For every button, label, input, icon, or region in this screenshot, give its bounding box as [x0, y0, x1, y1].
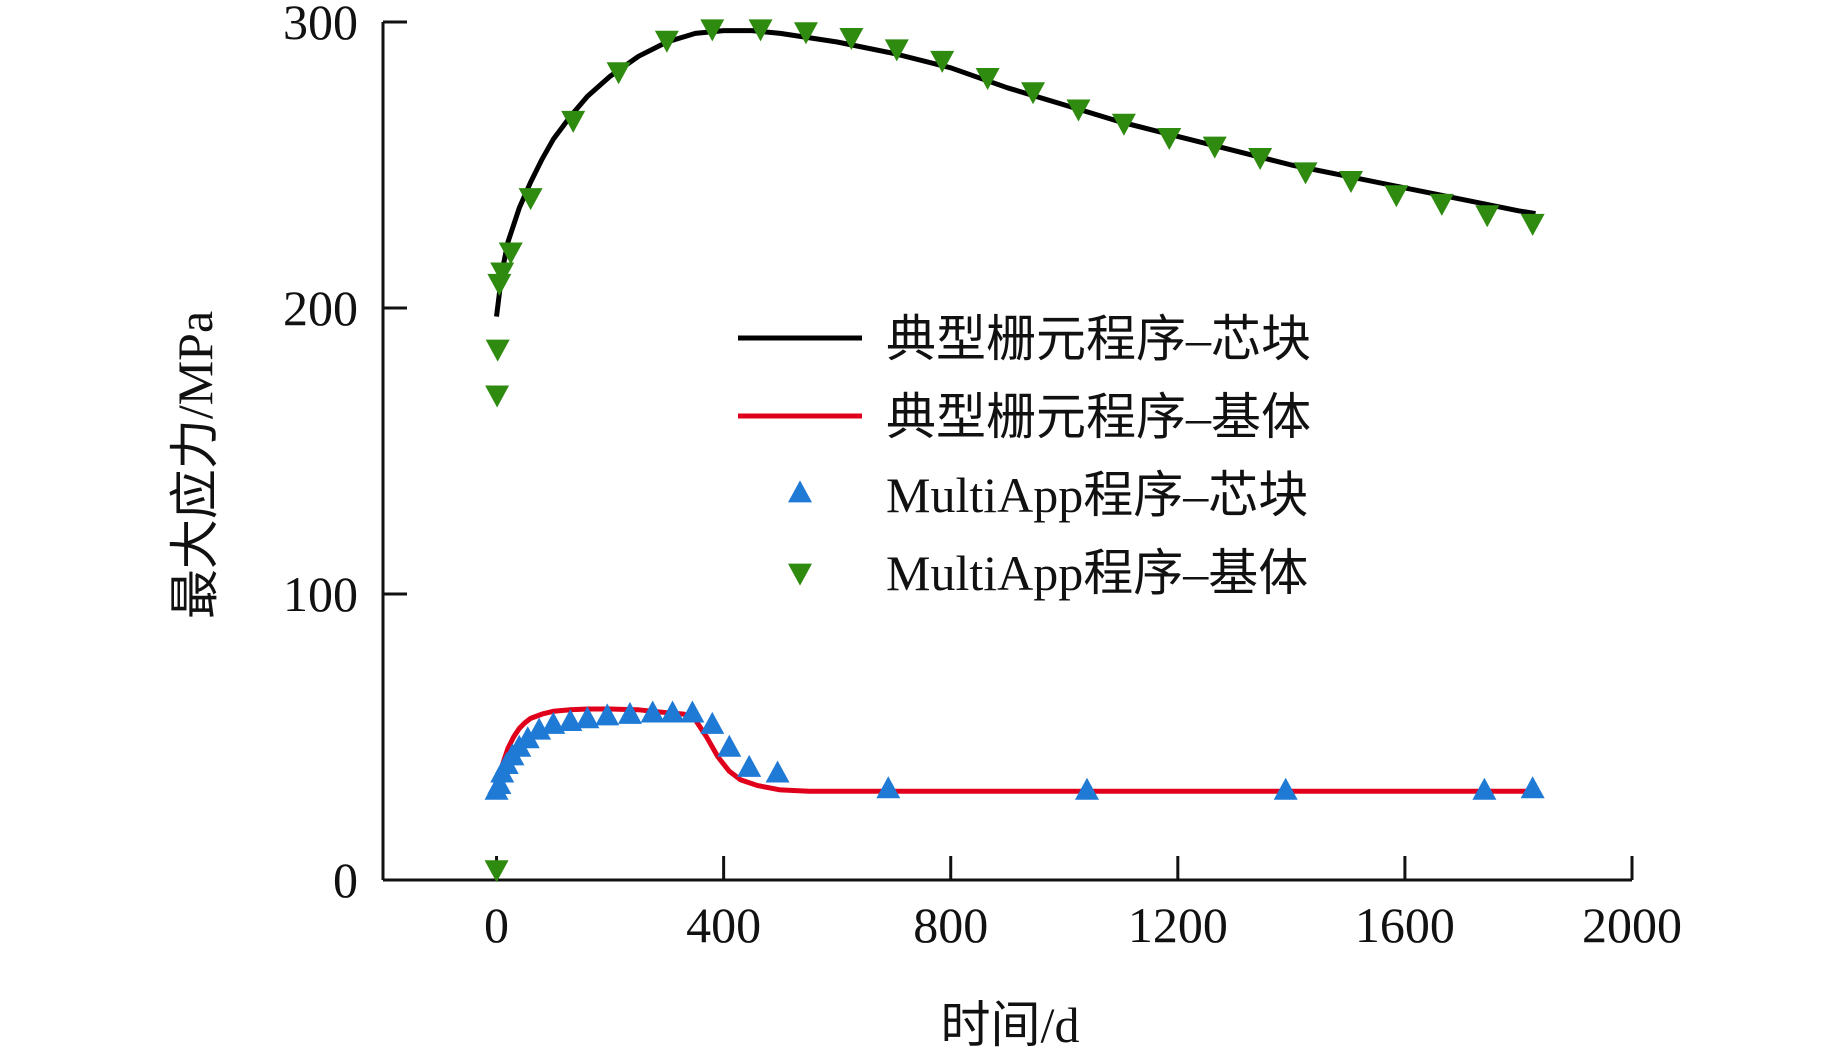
legend-marker — [788, 563, 812, 586]
x-tick-label: 400 — [686, 897, 761, 953]
data-point — [490, 262, 515, 285]
data-point — [541, 711, 566, 734]
data-point — [485, 385, 510, 408]
legend-label: 典型栅元程序–基体 — [886, 389, 1311, 445]
data-point — [1111, 113, 1136, 136]
data-point — [1429, 193, 1454, 216]
series-1 — [494, 28, 1536, 317]
data-point — [737, 754, 762, 777]
y-tick-label: 0 — [333, 852, 358, 908]
data-point — [680, 700, 705, 723]
axes: 0 400 800 1200 1600 2000 0 100 200 300 — [283, 0, 1682, 953]
data-point — [654, 30, 679, 53]
data-point — [518, 188, 543, 211]
data-point — [1338, 170, 1363, 193]
data-point — [561, 110, 586, 133]
data-point — [793, 22, 818, 45]
x-tick-label: 800 — [913, 897, 988, 953]
data-point — [748, 19, 773, 42]
data-point — [617, 701, 642, 724]
legend-item-2: 典型栅元程序–基体 — [738, 389, 1311, 445]
data-point — [485, 339, 510, 362]
data-point — [1520, 213, 1545, 236]
data-point — [839, 27, 864, 50]
data-point — [1021, 82, 1046, 105]
data-point — [1202, 136, 1227, 159]
legend-item-3: MultiApp程序–芯块 — [788, 467, 1308, 523]
data-point — [640, 700, 665, 723]
data-point — [515, 726, 540, 749]
data-point — [717, 734, 742, 757]
data-point — [595, 703, 620, 726]
data-point — [876, 776, 901, 799]
data-point — [1157, 128, 1182, 151]
y-axis-title: 最大应力/MPa — [167, 311, 223, 619]
legend-label: MultiApp程序–基体 — [886, 545, 1308, 601]
data-point — [606, 62, 631, 85]
legend-label: MultiApp程序–芯块 — [886, 467, 1308, 523]
data-point — [1074, 777, 1099, 800]
legend-marker — [788, 480, 812, 503]
data-point — [558, 709, 583, 732]
x-tick-label: 1200 — [1128, 897, 1228, 953]
x-axis-title: 时间/d — [941, 997, 1080, 1050]
data-point — [487, 771, 512, 794]
data-point — [884, 39, 909, 62]
x-tick-label: 0 — [484, 897, 509, 953]
data-point — [484, 860, 509, 883]
legend-item-1: 典型栅元程序–芯块 — [738, 311, 1311, 367]
data-point — [700, 19, 725, 42]
data-point — [1248, 148, 1273, 171]
data-point — [765, 760, 790, 783]
series-line — [494, 28, 1536, 317]
series-layer — [484, 19, 1545, 883]
data-point — [1472, 777, 1497, 800]
data-point — [1384, 185, 1409, 208]
y-tick-label: 200 — [283, 280, 358, 336]
data-point — [660, 700, 685, 723]
data-point — [498, 242, 523, 265]
data-point — [1475, 205, 1500, 228]
x-tick-label: 2000 — [1582, 897, 1682, 953]
data-point — [1520, 776, 1545, 799]
data-point — [930, 50, 955, 73]
legend-label: 典型栅元程序–芯块 — [886, 311, 1311, 367]
data-point — [700, 711, 725, 734]
data-point — [575, 706, 600, 729]
series-3 — [484, 700, 1545, 800]
data-point — [1293, 162, 1318, 185]
data-point — [975, 67, 1000, 90]
data-point — [527, 717, 552, 740]
legend-item-4: MultiApp程序–基体 — [788, 545, 1308, 601]
data-point — [487, 273, 512, 296]
data-point — [1273, 777, 1298, 800]
series-4 — [484, 19, 1545, 883]
y-tick-label: 300 — [283, 0, 358, 50]
y-tick-label: 100 — [283, 566, 358, 622]
data-point — [1066, 99, 1091, 122]
x-tick-label: 1600 — [1355, 897, 1455, 953]
